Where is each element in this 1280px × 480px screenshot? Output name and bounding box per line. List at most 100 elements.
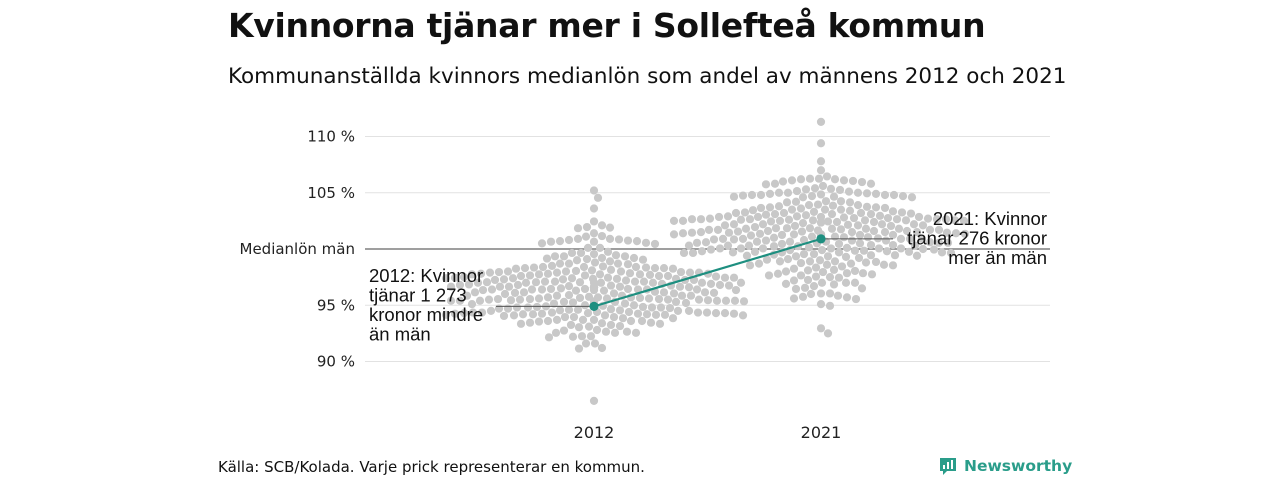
municipality-dot-2021: [769, 242, 779, 251]
municipality-dot-2012: [706, 279, 716, 288]
municipality-dot-2021: [833, 291, 843, 300]
municipality-dot-2012: [555, 306, 565, 315]
municipality-dot-2021: [789, 294, 799, 303]
municipality-dot-2021: [855, 239, 865, 248]
municipality-dot-2012: [537, 285, 547, 294]
municipality-dot-2012: [589, 229, 599, 238]
municipality-dot-2012: [712, 296, 722, 305]
municipality-dot-2021: [705, 214, 715, 223]
municipality-dot-2021: [862, 202, 872, 211]
municipality-dot-2012: [551, 328, 561, 337]
municipality-dot-2021: [771, 224, 781, 233]
municipality-dot-2021: [808, 216, 818, 225]
municipality-dot-2021: [774, 202, 784, 211]
municipality-dot-2021: [875, 211, 885, 220]
municipality-dot-2012: [555, 237, 565, 246]
municipality-dot-2021: [790, 221, 800, 231]
municipality-dot-2021: [829, 265, 839, 274]
municipality-dot-2021: [843, 220, 853, 229]
municipality-dot-2021: [874, 244, 884, 253]
municipality-dot-2012: [504, 282, 514, 291]
municipality-dot-2012: [720, 309, 730, 318]
municipality-dot-2021: [942, 228, 952, 237]
municipality-dot-2012: [603, 273, 613, 282]
municipality-dot-2021: [784, 215, 794, 224]
municipality-dot-2012: [720, 273, 730, 282]
municipality-dot-2021: [886, 221, 896, 231]
annotation-2012-line: 2012: Kvinnor: [369, 265, 483, 286]
municipality-dot-2021: [803, 266, 813, 275]
municipality-dot-2021: [881, 236, 891, 245]
municipality-dot-2021: [745, 261, 755, 270]
municipality-dot-2012: [482, 278, 492, 287]
municipality-dot-2021: [839, 213, 849, 222]
municipality-dot-2012: [516, 271, 526, 281]
municipality-dot-2021: [770, 179, 780, 188]
municipality-dot-2021: [814, 174, 824, 183]
municipality-dot-2012: [567, 248, 577, 258]
municipality-dot-2012: [654, 294, 664, 304]
brand-logo: Newsworthy: [938, 456, 1072, 476]
municipality-dot-2012: [676, 267, 686, 277]
municipality-dot-2021: [847, 236, 857, 245]
municipality-dot-2012: [527, 285, 537, 294]
municipality-dot-2012: [455, 296, 465, 305]
municipality-dot-2012: [441, 274, 451, 283]
municipality-dot-2021: [836, 205, 846, 214]
municipality-dot-2012: [531, 278, 541, 287]
municipality-dot-2012: [615, 306, 625, 315]
municipality-dot-2021: [861, 224, 871, 233]
municipality-dot-2021: [720, 221, 730, 230]
municipality-dot-2012: [547, 308, 557, 317]
y-tick-label: 95 %: [317, 296, 355, 314]
municipality-dot-2021: [798, 193, 808, 202]
municipality-dot-2012: [573, 305, 583, 314]
municipality-dot-2021: [861, 258, 871, 267]
municipality-dot-2021: [740, 208, 750, 217]
municipality-dot-2021: [775, 216, 785, 225]
annotation-2021-line: mer än män: [948, 247, 1047, 268]
municipality-dot-2021: [745, 215, 755, 224]
municipality-dot-2012: [614, 235, 624, 244]
municipality-dot-2012: [500, 289, 510, 299]
municipality-dot-2012: [578, 315, 588, 324]
municipality-dot-2012: [580, 301, 590, 310]
municipality-dot-2012: [589, 204, 599, 213]
municipality-dot-2012: [516, 319, 526, 328]
highlight-point-2012: [589, 301, 599, 311]
municipality-dot-2012: [582, 255, 592, 264]
municipality-dot-2021: [841, 252, 851, 261]
municipality-dot-2021: [825, 301, 835, 310]
municipality-dot-2012: [459, 273, 469, 282]
municipality-dot-2021: [842, 293, 852, 302]
municipality-dot-2012: [692, 285, 702, 294]
municipality-dot-2021: [951, 229, 961, 238]
y-axis: 110 % 105 % Medianlön män 95 % 90 %: [240, 128, 356, 371]
municipality-dot-2021: [828, 201, 838, 210]
municipality-dot-2012: [509, 311, 519, 320]
municipality-dot-2012: [650, 264, 660, 273]
municipality-dot-2012: [446, 296, 456, 305]
municipality-dot-2012: [576, 248, 586, 258]
newsworthy-logo-icon: [940, 458, 956, 475]
municipality-dot-2021: [761, 180, 771, 189]
municipality-dot-2021: [820, 205, 830, 214]
municipality-dot-2021: [692, 238, 702, 247]
municipality-dot-2021: [731, 208, 741, 218]
municipality-dot-2021: [789, 276, 799, 285]
municipality-dot-2021: [898, 192, 908, 201]
municipality-dot-2021: [894, 224, 904, 233]
municipality-dot-2012: [620, 252, 630, 261]
municipality-dot-2021: [799, 235, 809, 245]
municipality-dot-2012: [622, 327, 632, 336]
municipality-dot-2021: [855, 230, 865, 240]
municipality-dot-2012: [534, 317, 544, 326]
municipality-dot-2012: [580, 284, 590, 294]
municipality-dot-2012: [525, 294, 535, 304]
municipality-dot-2021: [823, 217, 833, 226]
municipality-dot-2021: [934, 238, 944, 247]
municipality-dot-2012: [564, 291, 574, 300]
municipality-dot-2021: [787, 205, 797, 214]
municipality-dot-2012: [589, 249, 599, 259]
municipality-dot-2012: [550, 277, 560, 286]
